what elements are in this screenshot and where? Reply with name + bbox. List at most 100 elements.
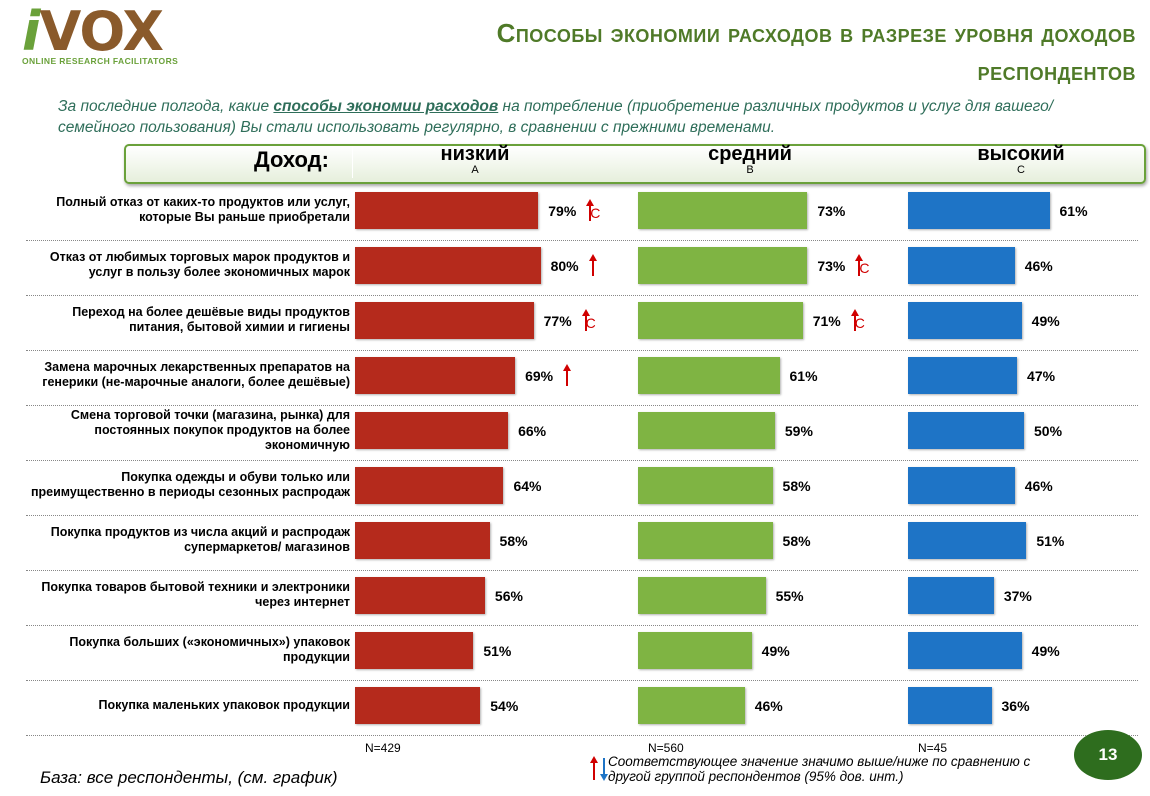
bar	[355, 192, 539, 229]
data-label: 73%	[817, 203, 846, 219]
data-label: 54%	[490, 698, 519, 714]
significance-up-arrow-icon	[855, 254, 864, 276]
significance-legend-icon	[590, 756, 608, 781]
bar	[355, 632, 474, 669]
data-label: 55%	[775, 588, 804, 604]
bar	[638, 192, 808, 229]
group-label-0: низкий	[440, 143, 510, 165]
bar	[908, 687, 992, 724]
data-label: 79%	[548, 203, 577, 219]
bar	[638, 577, 766, 614]
bar	[355, 357, 516, 394]
data-label: 36%	[1001, 698, 1030, 714]
data-label: 46%	[1024, 258, 1053, 274]
category-label: Покупка больших («экономичных») упаковок…	[69, 635, 350, 664]
data-label: 46%	[754, 698, 783, 714]
row-separator	[26, 735, 1138, 736]
data-label: 71%	[812, 313, 841, 329]
survey-question: За последние полгода, какие способы экон…	[58, 96, 1098, 138]
bar	[908, 632, 1022, 669]
slide-title-line1: Способы экономии расходов в разрезе уров…	[496, 18, 1136, 48]
significance-letter: C	[854, 315, 865, 331]
bar	[638, 412, 775, 449]
group-letter-1: B	[746, 164, 754, 176]
data-label: 56%	[494, 588, 523, 604]
data-label: 47%	[1027, 368, 1056, 384]
row-separator	[26, 350, 1138, 351]
bar	[908, 412, 1024, 449]
row-separator	[26, 405, 1138, 406]
category-label: Покупка маленьких упаковок продукции	[98, 697, 351, 712]
significance-up-arrow-icon	[850, 309, 859, 331]
question-text-before: За последние полгода, какие	[58, 98, 274, 115]
data-label: 61%	[789, 368, 818, 384]
row-separator	[26, 460, 1138, 461]
bar	[638, 467, 773, 504]
significance-letter: C	[859, 260, 870, 276]
row-separator	[26, 625, 1138, 626]
bar	[355, 687, 481, 724]
bar	[908, 247, 1015, 284]
bar	[355, 247, 541, 284]
data-label: 46%	[1024, 478, 1053, 494]
category-label: Переход на более дешёвые виды продуктов …	[72, 305, 350, 334]
income-header-band	[124, 144, 1146, 184]
data-label: 49%	[1031, 313, 1060, 329]
group-n-label-1: N=560	[648, 741, 684, 755]
data-label: 58%	[782, 533, 811, 549]
logo-tagline: ONLINE RESEARCH FACILITATORS	[22, 56, 179, 66]
bar	[355, 467, 504, 504]
bar	[355, 577, 485, 614]
data-label: 66%	[518, 423, 547, 439]
significance-up-arrow-icon	[581, 309, 590, 331]
row-separator	[26, 240, 1138, 241]
bar	[908, 577, 994, 614]
data-label: 51%	[1036, 533, 1065, 549]
group-n-label-2: N=45	[918, 741, 948, 755]
bar	[355, 412, 509, 449]
category-label: Замена марочных лекарственных препаратов…	[42, 360, 350, 389]
bar	[908, 192, 1050, 229]
data-label: 51%	[483, 643, 512, 659]
data-label: 58%	[782, 478, 811, 494]
group-label-2: высокий	[977, 143, 1065, 165]
base-note: База: все респонденты, (см. график)	[40, 768, 338, 787]
significance-up-arrow-icon	[588, 254, 597, 276]
group-letter-0: A	[471, 164, 479, 176]
bar	[355, 522, 490, 559]
header-divider	[352, 146, 353, 178]
group-n-label-0: N=429	[365, 741, 401, 755]
significance-letter: C	[590, 205, 601, 221]
significance-legend-text: Соответствующее значение значимо выше/ни…	[608, 754, 1031, 784]
data-label: 61%	[1059, 203, 1088, 219]
bar	[638, 522, 773, 559]
category-label: Отказ от любимых торговых марок продукто…	[49, 250, 350, 279]
data-label: 37%	[1003, 588, 1032, 604]
significance-up-arrow-icon	[563, 364, 572, 386]
data-label: 50%	[1034, 423, 1063, 439]
category-label: Покупка товаров бытовой техники и электр…	[41, 580, 350, 609]
bar	[638, 302, 803, 339]
category-label: Полный отказ от каких-то продуктов или у…	[56, 195, 350, 224]
row-separator	[26, 680, 1138, 681]
income-label: Доход:	[254, 147, 329, 172]
bar	[638, 687, 745, 724]
bar	[908, 357, 1018, 394]
category-label: Покупка продуктов из числа акций и распр…	[50, 525, 350, 554]
bar	[908, 522, 1027, 559]
data-label: 49%	[1031, 643, 1060, 659]
bar	[355, 302, 534, 339]
significance-up-arrow-icon	[586, 199, 595, 221]
bar	[638, 247, 808, 284]
group-label-1: средний	[708, 143, 792, 165]
data-label: 80%	[550, 258, 579, 274]
data-label: 49%	[761, 643, 790, 659]
row-separator	[26, 570, 1138, 571]
category-label: Покупка одежды и обуви только или преиму…	[30, 470, 350, 499]
data-label: 77%	[543, 313, 572, 329]
category-label: Смена торговой точки (магазина, рынка) д…	[70, 407, 350, 452]
data-label: 58%	[499, 533, 528, 549]
page-number-badge: 13	[1074, 730, 1142, 780]
data-label: 64%	[513, 478, 542, 494]
bar	[638, 357, 780, 394]
